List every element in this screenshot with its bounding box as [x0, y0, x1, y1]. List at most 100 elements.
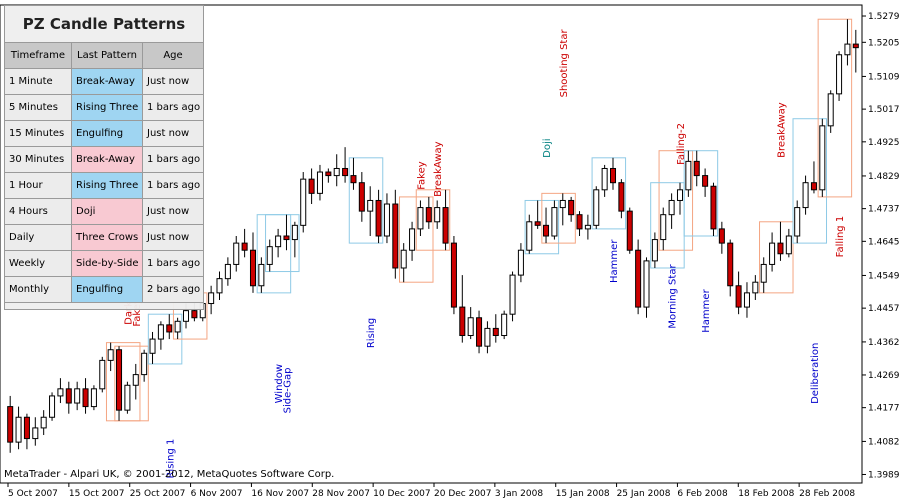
- candle-body: [802, 182, 809, 209]
- table-row: 15 Minutes Engulfing Just now: [4, 120, 204, 147]
- candle-body: [23, 416, 30, 440]
- candle-body: [752, 281, 759, 294]
- candle-body: [794, 207, 801, 237]
- candle-body: [241, 242, 248, 251]
- x-tick-label: 3 Jan 2008: [495, 489, 543, 499]
- candle-body: [74, 388, 81, 404]
- pattern-cell: Side-by-Side: [71, 250, 143, 277]
- candle-body: [417, 207, 424, 230]
- pattern-box: [817, 18, 853, 198]
- candle-body: [827, 93, 834, 127]
- candle-body: [166, 324, 173, 333]
- header-age: Age: [142, 42, 204, 69]
- table-row: 4 Hours Doji Just now: [4, 198, 204, 225]
- candle-body: [476, 317, 483, 347]
- candle-body: [249, 249, 257, 287]
- candle-body: [819, 125, 826, 191]
- candle-body: [467, 317, 474, 337]
- y-tick-label: 1.48290: [868, 172, 900, 182]
- pattern-cell: Break-Away: [71, 146, 143, 173]
- candle-body: [760, 263, 767, 283]
- x-tick-label: 10 Dec 2007: [373, 489, 431, 499]
- y-tick-label: 1.52050: [868, 38, 900, 48]
- candle-body: [375, 199, 382, 237]
- candle-body: [710, 185, 717, 230]
- candle-body: [676, 189, 684, 201]
- x-tick-label: 28 Nov 2007: [312, 489, 370, 499]
- candle-body: [609, 167, 617, 184]
- candle-body: [266, 246, 273, 265]
- pattern-box: [114, 345, 149, 422]
- candle-body: [844, 43, 851, 56]
- candle-body: [643, 260, 650, 308]
- table-row: 1 Hour Rising Three 1 bars ago: [4, 172, 204, 199]
- pattern-label: Window: [274, 364, 285, 403]
- age-cell: 1 bars ago: [142, 172, 204, 199]
- pattern-box: [792, 118, 828, 244]
- candle-body: [275, 235, 282, 248]
- candle-body: [191, 310, 198, 319]
- y-tick-label: 1.41770: [868, 404, 900, 414]
- pattern-box: [683, 150, 719, 237]
- pattern-label: Falling-2: [676, 123, 687, 165]
- candle-body: [526, 221, 533, 251]
- pattern-box: [541, 192, 576, 244]
- candle-body: [568, 199, 575, 216]
- candle-body: [810, 182, 817, 191]
- pattern-box: [759, 221, 794, 294]
- candle-body: [15, 416, 22, 443]
- candle-body: [400, 249, 407, 269]
- candle-body: [283, 235, 290, 241]
- panel-title: PZ Candle Patterns: [22, 15, 186, 33]
- candle-body: [224, 263, 231, 280]
- candle-body: [551, 207, 558, 237]
- y-tick-label: 1.40820: [868, 437, 900, 447]
- age-cell: Just now: [142, 68, 204, 95]
- age-cell: Just now: [142, 224, 204, 251]
- y-tick-label: 1.51090: [868, 72, 900, 82]
- pattern-cell: Engulfing: [71, 120, 143, 147]
- pattern-label: Fakey: [132, 298, 143, 327]
- y-tick-label: 1.46450: [868, 237, 900, 247]
- x-tick-label: 20 Dec 2007: [434, 489, 492, 499]
- pattern-label: BreakAway: [776, 102, 787, 158]
- pattern-box: [348, 157, 384, 244]
- candle-body: [735, 285, 742, 308]
- candle-body: [484, 327, 491, 347]
- candle-body: [65, 388, 72, 404]
- pattern-label: Morning Star: [668, 264, 679, 329]
- candle-body: [49, 395, 56, 418]
- age-cell: Just now: [142, 120, 204, 147]
- candle-body: [141, 352, 148, 376]
- candle-body: [743, 292, 750, 308]
- x-tick-label: 6 Feb 2008: [677, 489, 728, 499]
- x-tick-label: 15 Jan 2008: [556, 489, 610, 499]
- candle-body: [99, 359, 106, 390]
- pattern-cell: Rising Three: [71, 94, 143, 121]
- candle-body: [543, 224, 550, 237]
- y-tick-label: 1.52790: [868, 12, 900, 22]
- candle-body: [534, 221, 541, 226]
- pattern-box: [415, 189, 451, 251]
- age-cell: 1 bars ago: [142, 94, 204, 121]
- timeframe-cell: 4 Hours: [4, 198, 72, 225]
- candle-body: [442, 207, 449, 244]
- timeframe-cell: 1 Hour: [4, 172, 72, 199]
- candle-body: [702, 175, 709, 187]
- candle-body: [291, 224, 298, 241]
- table-row: Daily Three Crows Just now: [4, 224, 204, 251]
- candle-body: [116, 349, 123, 411]
- x-tick-label: 5 Oct 2007: [8, 489, 58, 499]
- pattern-label: Deliberation: [810, 343, 821, 404]
- candle-body: [668, 199, 675, 216]
- candle-body: [174, 320, 181, 333]
- candle-body: [852, 43, 859, 49]
- candle-body: [660, 214, 667, 241]
- x-tick-label: 25 Jan 2008: [617, 489, 671, 499]
- pattern-label: Hammer: [609, 239, 620, 283]
- candle-body: [350, 175, 357, 184]
- pattern-label: Doji: [542, 138, 553, 157]
- candle-body: [651, 239, 658, 262]
